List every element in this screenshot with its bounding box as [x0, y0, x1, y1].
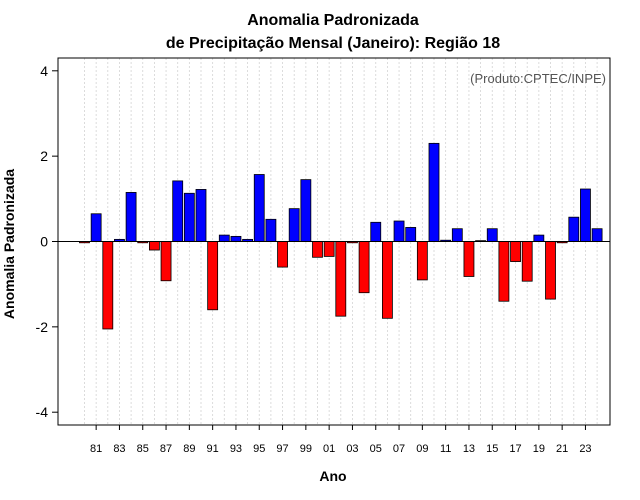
- bar-19: [533, 234, 545, 242]
- grid-lines: [84, 58, 598, 425]
- bar-07: [393, 220, 405, 242]
- bar-86: [148, 241, 160, 251]
- x-tick-label: 97: [276, 443, 288, 455]
- bar-84: [125, 192, 137, 242]
- x-tick-label: 09: [416, 443, 428, 455]
- bar-16: [498, 241, 510, 302]
- bar-20: [545, 241, 556, 300]
- y-tick-label: 2: [40, 148, 48, 164]
- bar-05: [370, 221, 382, 242]
- x-axis: 81 83 85 87 89 91 93 95 97 99 01 03 05 07 09 11 13 15 17 19…: [90, 425, 592, 455]
- bar-10: [428, 142, 440, 242]
- bar-97: [277, 241, 288, 268]
- bar-96: [265, 218, 277, 242]
- y-axis: -4 -2 0 2 4: [36, 63, 58, 420]
- bar-81: [90, 213, 102, 242]
- x-tick-label: 23: [579, 443, 591, 455]
- x-tick-label: 91: [207, 443, 219, 455]
- x-tick-label: 81: [90, 443, 102, 455]
- bar-01: [323, 241, 335, 257]
- bar-22: [568, 216, 580, 242]
- bar-13: [463, 241, 475, 277]
- bar-04: [358, 241, 370, 294]
- x-tick-label: 05: [370, 443, 382, 455]
- x-tick-label: 01: [323, 443, 335, 455]
- y-tick-label: -2: [36, 319, 49, 335]
- bar-93: [230, 235, 242, 242]
- bar-12: [451, 228, 463, 242]
- y-tick-label: -4: [36, 404, 49, 420]
- bar-06: [381, 241, 393, 319]
- bar-24: [591, 228, 603, 242]
- bar-88: [172, 180, 184, 242]
- bar-02: [335, 241, 347, 317]
- bar-09: [416, 241, 428, 281]
- x-tick-label: 85: [137, 443, 149, 455]
- x-tick-label: 87: [160, 443, 172, 455]
- bar-95: [253, 174, 265, 242]
- x-tick-label: 19: [533, 443, 545, 455]
- bar-99: [300, 179, 312, 242]
- bar-18: [521, 241, 533, 282]
- y-tick-label: 4: [40, 63, 48, 79]
- bar-82: [102, 241, 114, 330]
- x-tick-label: 07: [393, 443, 405, 455]
- bar-90: [195, 189, 207, 242]
- x-tick-label: 15: [486, 443, 498, 455]
- x-tick-label: 13: [463, 443, 475, 455]
- bar-91: [207, 241, 219, 311]
- chart-subtitle: de Precipitação Mensal (Janeiro): Região…: [166, 35, 500, 52]
- x-tick-label: 99: [300, 443, 312, 455]
- x-tick-label: 93: [230, 443, 242, 455]
- x-tick-label: 11: [440, 443, 451, 455]
- x-tick-label: 17: [509, 443, 521, 455]
- bar-15: [486, 228, 498, 242]
- bar-17: [510, 241, 521, 262]
- x-tick-label: 03: [346, 443, 358, 455]
- x-tick-label: 83: [113, 443, 125, 455]
- x-tick-label: 21: [556, 443, 568, 455]
- x-tick-label: 95: [253, 443, 265, 455]
- bar-00: [312, 241, 323, 258]
- bar-23: [580, 188, 591, 242]
- x-tick-label: 89: [183, 443, 195, 455]
- y-axis-title: Anomalia Padronizada: [1, 169, 17, 319]
- bar-89: [183, 192, 195, 242]
- x-axis-title: Ano: [319, 468, 346, 484]
- bar-98: [288, 208, 300, 242]
- bar-92: [218, 234, 230, 242]
- bar-87: [160, 241, 172, 282]
- bar-08: [405, 227, 417, 242]
- y-tick-label: 0: [40, 234, 48, 250]
- chart-title: Anomalia Padronizada: [247, 12, 419, 29]
- source-note: (Produto:CPTEC/INPE): [470, 71, 606, 86]
